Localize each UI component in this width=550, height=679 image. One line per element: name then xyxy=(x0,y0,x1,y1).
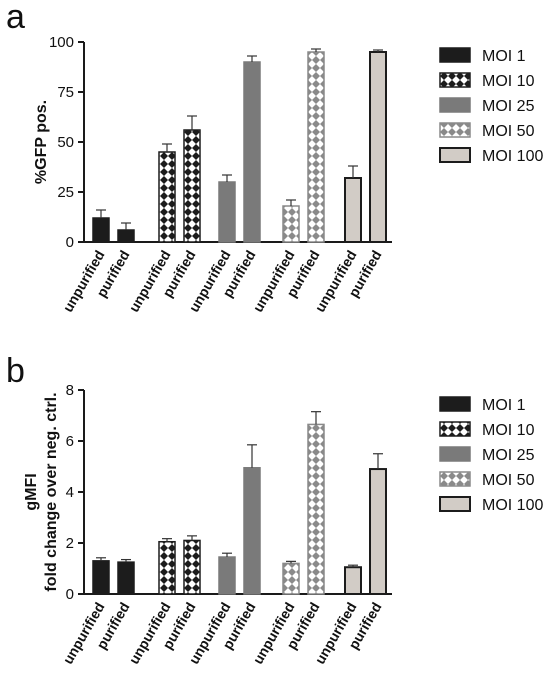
panel-label: b xyxy=(6,352,25,390)
legend-label: MOI 25 xyxy=(482,447,535,464)
legend-swatch xyxy=(439,446,471,462)
legend-swatch xyxy=(439,147,471,163)
bar-moi-25-unpurified xyxy=(218,181,236,243)
legend-label: MOI 50 xyxy=(482,472,535,489)
x-tick-labels: unpurifiedpurifiedunpurifiedpurifiedunpu… xyxy=(60,600,385,667)
y-tick-label: 100 xyxy=(49,34,74,51)
bar-moi-50-purified xyxy=(307,51,325,243)
legend-swatch xyxy=(439,122,471,138)
legend-label: MOI 1 xyxy=(482,397,526,414)
legend-label: MOI 10 xyxy=(482,73,535,90)
bar-moi-1-purified xyxy=(117,229,135,243)
y-tick-label: 8 xyxy=(66,382,74,399)
legend-label: MOI 50 xyxy=(482,123,535,140)
bar-moi-10-purified xyxy=(183,129,201,243)
legend-label: MOI 100 xyxy=(482,148,543,165)
legend-swatch xyxy=(439,97,471,113)
bar-moi-50-unpurified xyxy=(282,205,300,243)
y-tick-label: 75 xyxy=(57,84,74,101)
bar-moi-100-purified xyxy=(369,468,387,595)
y-axis-label: gMFI fold change over neg. ctrl. xyxy=(23,392,60,591)
bar-moi-10-unpurified xyxy=(158,151,176,243)
y-tick-label: 0 xyxy=(66,586,74,603)
bar-moi-10-unpurified xyxy=(158,540,176,595)
bar-moi-50-unpurified xyxy=(282,562,300,595)
bar-moi-10-purified xyxy=(183,539,201,595)
panel-label: a xyxy=(6,0,25,36)
legend-swatch xyxy=(439,421,471,437)
legend-label: MOI 1 xyxy=(482,48,526,65)
y-tick-label: 4 xyxy=(66,484,74,501)
legend-swatch xyxy=(439,47,471,63)
bar-moi-25-purified xyxy=(243,467,261,595)
legend: MOI 1 MOI 10 MOI 25 MOI 50 MOI 100 xyxy=(439,47,543,165)
y-tick-label: 0 xyxy=(66,234,74,251)
bar-moi-1-unpurified xyxy=(92,217,110,243)
y-axis-label-line: %GFP pos. xyxy=(33,100,50,184)
y-axis-label-line: fold change over neg. ctrl. xyxy=(43,392,60,591)
legend: MOI 1 MOI 10 MOI 25 MOI 50 MOI 100 xyxy=(439,396,543,514)
legend-swatch xyxy=(439,471,471,487)
bar-moi-100-purified xyxy=(369,51,387,243)
legend-label: MOI 10 xyxy=(482,422,535,439)
bar-moi-1-unpurified xyxy=(92,560,110,595)
x-tick-labels: unpurifiedpurifiedunpurifiedpurifiedunpu… xyxy=(60,248,385,315)
legend-swatch xyxy=(439,496,471,512)
y-tick-label: 25 xyxy=(57,184,74,201)
y-axis-label: %GFP pos. xyxy=(33,100,50,184)
y-axis-label-line: gMFI xyxy=(23,473,40,510)
panel-b: b gMFI fold change over neg. ctrl. 02468 … xyxy=(6,352,543,667)
legend-label: MOI 25 xyxy=(482,98,535,115)
bar-moi-25-unpurified xyxy=(218,556,236,595)
bars xyxy=(92,48,387,243)
bar-moi-25-purified xyxy=(243,61,261,243)
y-ticks: 0 2 4 6 8 xyxy=(66,382,84,603)
bar-moi-1-purified xyxy=(117,561,135,595)
y-tick-label: 50 xyxy=(57,134,74,151)
legend-swatch xyxy=(439,72,471,88)
y-ticks: 0 25 50 75 100 xyxy=(49,34,84,251)
legend-swatch xyxy=(439,396,471,412)
bars xyxy=(92,411,387,595)
bar-moi-100-unpurified xyxy=(344,566,362,595)
y-tick-label: 2 xyxy=(66,535,74,552)
bar-moi-50-purified xyxy=(307,423,325,595)
legend-label: MOI 100 xyxy=(482,497,543,514)
panel-a: a %GFP pos. 0 25 50 75 100 unpurifiedpurifie… xyxy=(6,0,543,315)
bar-moi-100-unpurified xyxy=(344,177,362,243)
y-tick-label: 6 xyxy=(66,433,74,450)
